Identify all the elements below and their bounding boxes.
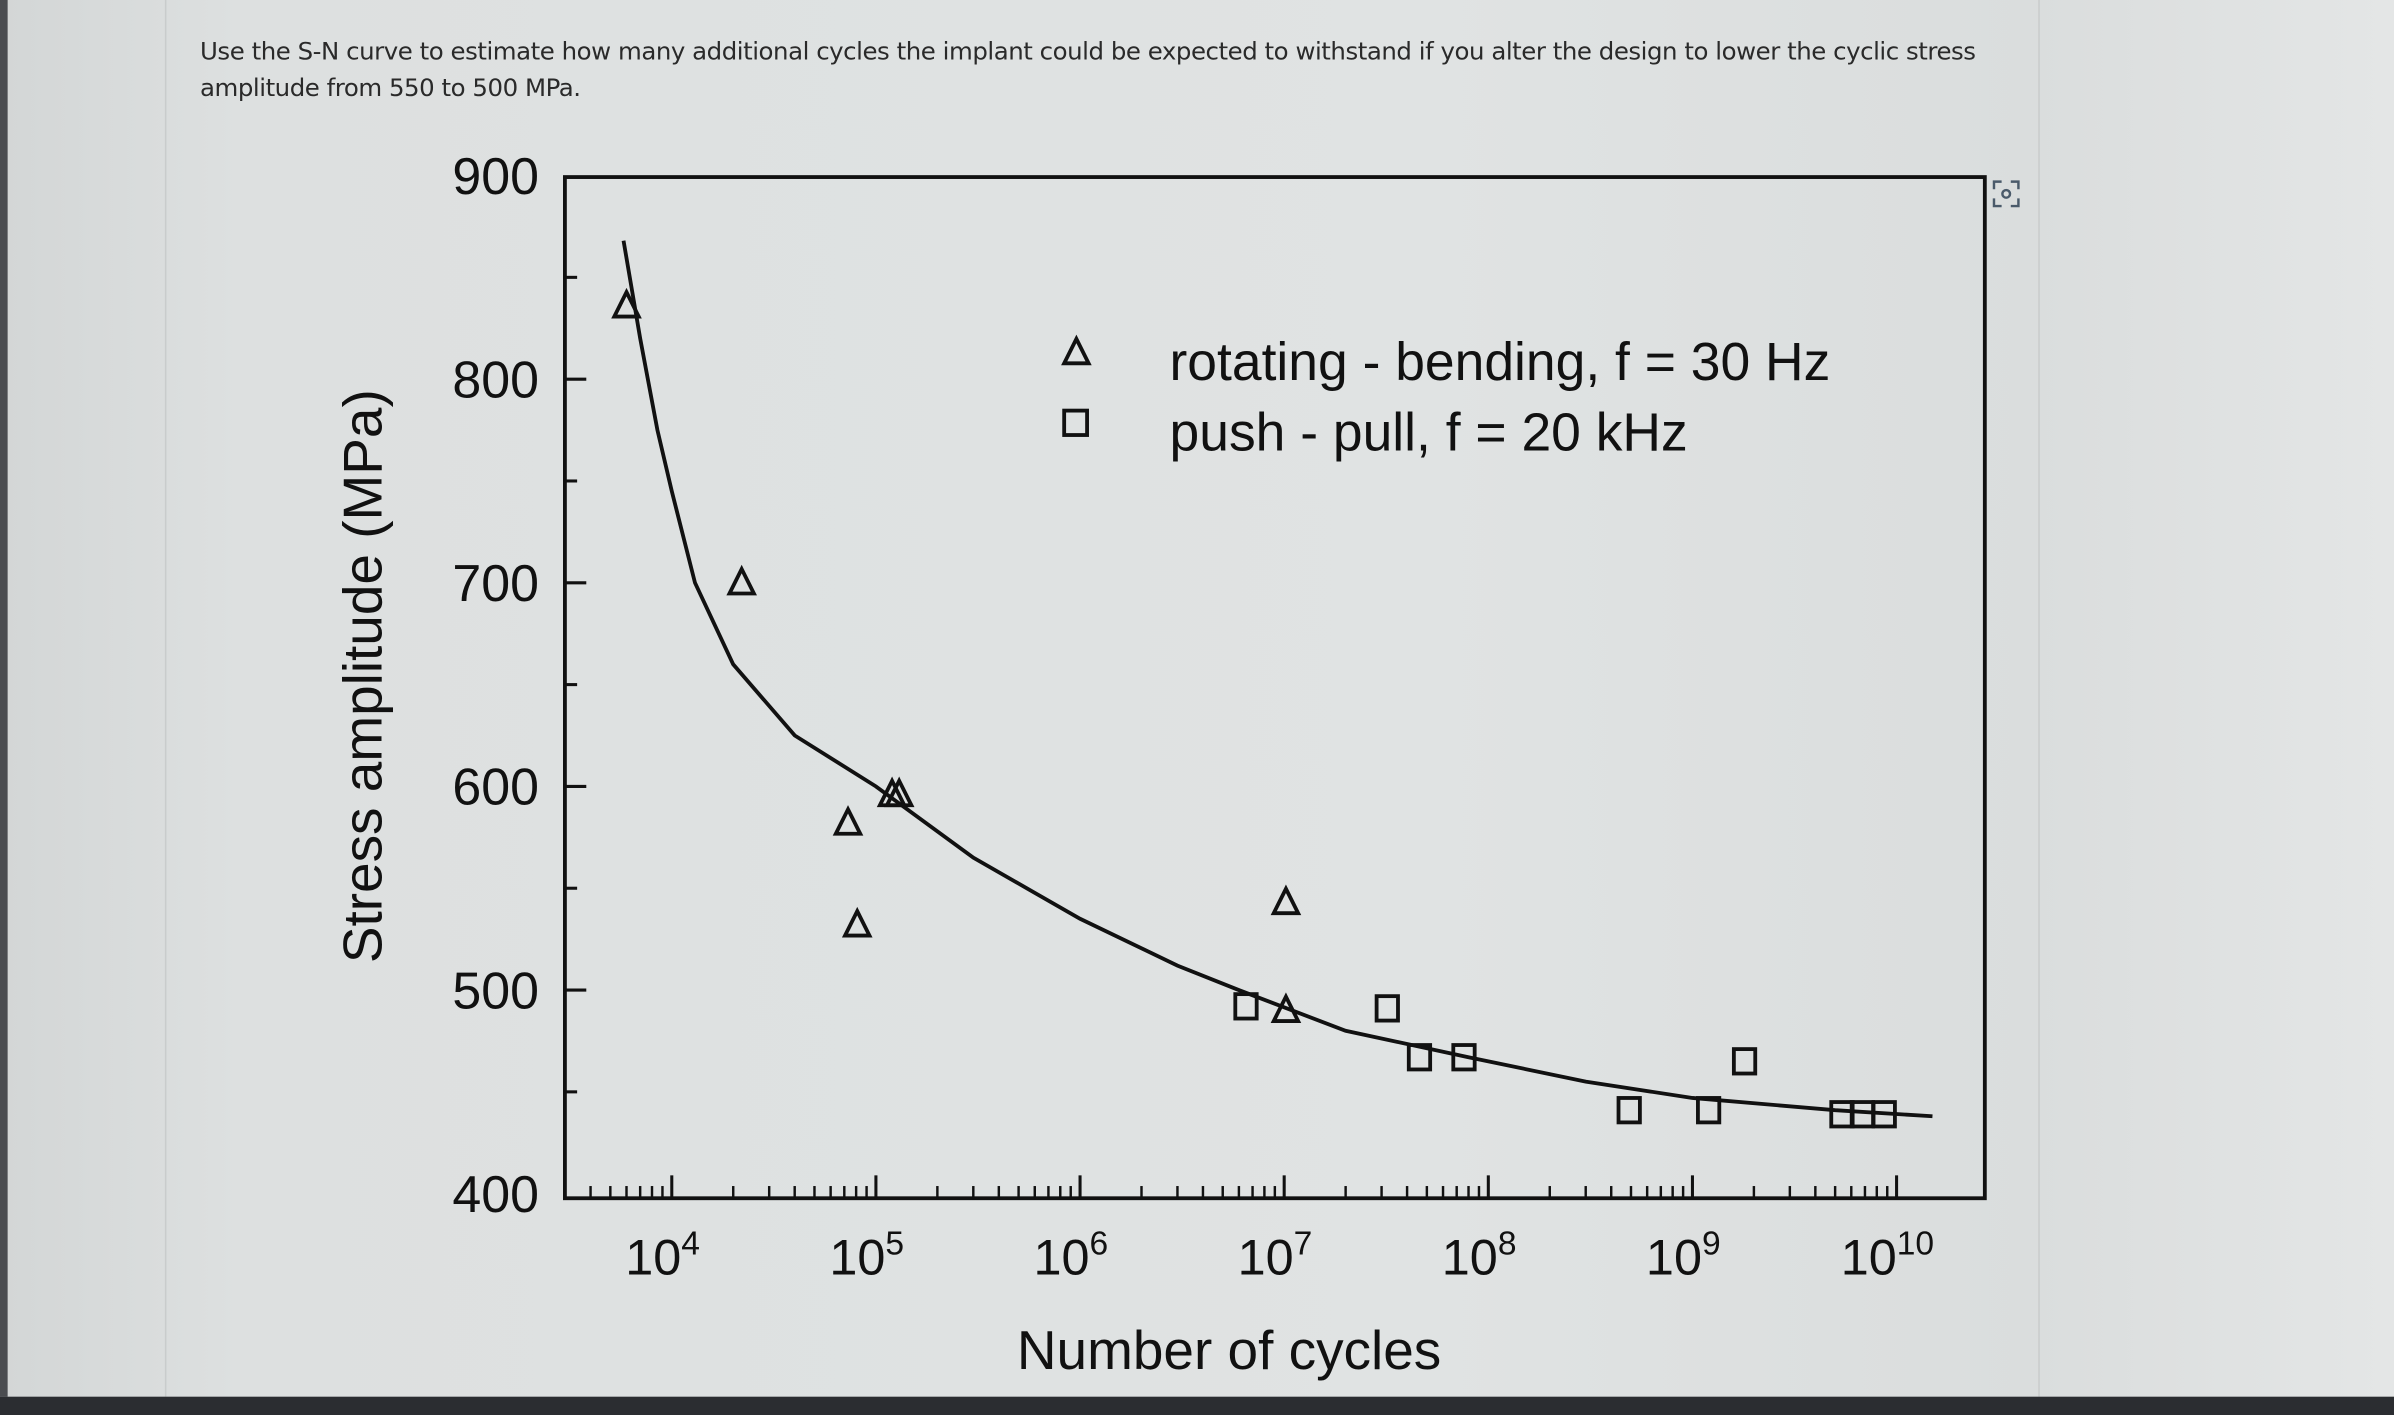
- x-tick-label: 106: [1034, 1226, 1109, 1286]
- taskbar: [0, 1396, 2394, 1415]
- content-border-right: [2038, 0, 2040, 1397]
- data-point-square: [1233, 992, 1259, 1021]
- legend-square-icon: [1062, 408, 1089, 437]
- x-tick-label: 107: [1238, 1226, 1313, 1286]
- x-tick-label: 105: [829, 1226, 904, 1286]
- y-tick-label: 400: [452, 1165, 539, 1223]
- x-axis-label: Number of cycles: [1017, 1319, 1441, 1381]
- data-point-square: [1731, 1047, 1758, 1076]
- data-point-square: [1374, 994, 1400, 1023]
- y-tick-label: 900: [452, 147, 539, 205]
- y-tick-label: 500: [452, 961, 539, 1019]
- data-point-square: [1616, 1096, 1642, 1125]
- y-tick-label: 800: [452, 350, 539, 408]
- expand-image-icon: [1992, 180, 2020, 208]
- plot-frame: [563, 175, 1987, 1201]
- y-tick-label: 600: [452, 758, 539, 816]
- data-point-triangle: [726, 564, 757, 596]
- window-edge: [0, 0, 8, 1397]
- x-tick-label: 108: [1442, 1226, 1517, 1286]
- x-tick-label: 1010: [1841, 1226, 1934, 1286]
- data-point-square: [1829, 1100, 1855, 1129]
- y-axis-label: Stress amplitude (MPa): [332, 389, 394, 963]
- expand-image-button[interactable]: [1991, 179, 2022, 210]
- x-tick-label: 104: [625, 1226, 700, 1286]
- data-point-triangle: [611, 287, 642, 319]
- fit-curve: [621, 240, 1933, 1119]
- data-point-square: [1451, 1043, 1477, 1072]
- y-tick-label: 700: [452, 554, 539, 612]
- legend-label-rotating-bending: rotating - bending, f = 30 Hz: [1170, 333, 1831, 392]
- data-point-triangle: [1270, 992, 1302, 1023]
- legend-label-push-pull: push - pull, f = 20 kHz: [1170, 403, 1688, 462]
- data-point-square: [1696, 1096, 1722, 1125]
- content-border-left: [164, 0, 167, 1397]
- question-text: Use the S-N curve to estimate how many a…: [200, 36, 1976, 103]
- data-point-square: [1871, 1100, 1897, 1129]
- legend: rotating - bending, f = 30 Hz push - pul…: [1061, 333, 1831, 462]
- x-tick-label: 109: [1646, 1226, 1721, 1286]
- data-point-triangle: [883, 776, 915, 808]
- legend-triangle-icon: [1061, 334, 1092, 366]
- data-point-triangle: [841, 906, 873, 938]
- data-point-triangle: [832, 805, 864, 836]
- data-point-triangle: [1270, 884, 1302, 916]
- data-point-square: [1406, 1043, 1433, 1072]
